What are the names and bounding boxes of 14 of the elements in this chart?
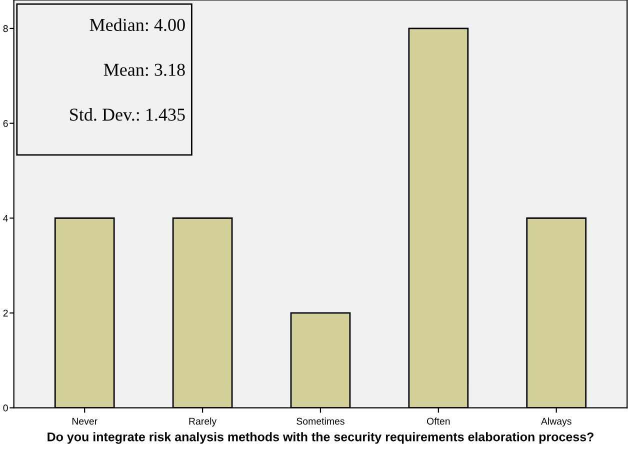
- y-tick-label: 8: [3, 25, 8, 32]
- x-tick-label: Often: [426, 418, 450, 425]
- x-tick-label: Sometimes: [296, 418, 344, 425]
- x-tick-label: Never: [72, 418, 98, 425]
- x-tick-label: Rarely: [189, 418, 217, 427]
- annotation: Std. Dev.: 1.435: [70, 108, 185, 121]
- y-tick-label: 2: [3, 310, 8, 316]
- y-tick-label: 0: [3, 404, 8, 412]
- annotation: Mean: 3.18: [104, 64, 185, 76]
- x-axis-title: Do you integrate risk analysis methods with the security requirements elaboration process?: [48, 432, 594, 444]
- y-tick-label: 4: [3, 214, 8, 222]
- x-tick-label: Always: [540, 418, 572, 427]
- annotation: Median: 4.00: [90, 18, 185, 32]
- y-tick-label: 6: [3, 120, 8, 127]
